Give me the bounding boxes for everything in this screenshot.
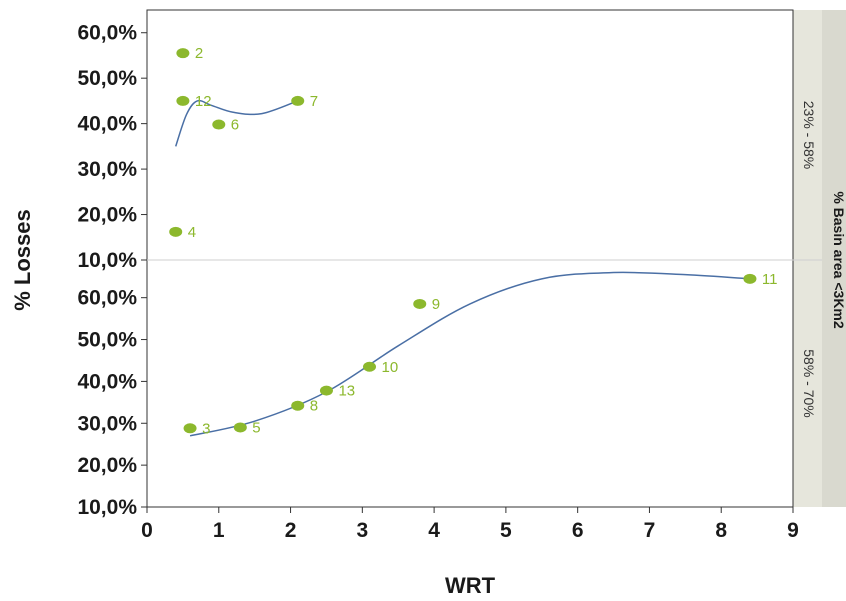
data-point-label: 8 (310, 398, 318, 415)
data-point-label: 12 (195, 93, 212, 110)
facet-title-strip (822, 10, 846, 507)
x-tick-label: 0 (141, 519, 153, 542)
y-tick-label: 50,0% (77, 329, 137, 352)
fit-curve (175, 99, 298, 147)
data-point (291, 95, 305, 106)
panel-background (147, 260, 793, 507)
x-tick-label: 8 (715, 519, 727, 542)
y-tick-label: 20,0% (77, 204, 137, 227)
panel-2: 58% - 70% 10,0% 20,0% 30,0% 40,0% 50,0% 60,0% 1… (77, 260, 822, 519)
data-point-label: 6 (231, 117, 239, 134)
data-point (413, 298, 427, 309)
data-point-label: 7 (310, 93, 318, 110)
data-point-label: 3 (202, 420, 210, 437)
x-tick-label: 6 (572, 519, 584, 542)
x-tick-label: 9 (787, 519, 799, 542)
plot-frame (146, 9, 794, 508)
x-tick-label: 5 (500, 519, 512, 542)
panel-strip-label: 58% - 70% (801, 349, 817, 417)
panel-strip-label: 23% - 58% (801, 101, 817, 169)
y-tick-label: 60,0% (77, 287, 137, 310)
data-point-label: 5 (252, 419, 260, 436)
y-tick-label: 30,0% (77, 412, 137, 435)
data-point (319, 385, 333, 396)
x-tick-label: 2 (285, 519, 297, 542)
data-point (233, 422, 247, 433)
y-tick-label: 10,0% (77, 249, 137, 272)
x-tick-label: 3 (356, 519, 368, 542)
data-point (291, 400, 305, 411)
x-tick-label: 4 (428, 519, 440, 542)
y-tick-label: 40,0% (77, 370, 137, 393)
data-point-label: 13 (338, 383, 355, 400)
panel-strip (793, 10, 822, 260)
data-point (176, 95, 190, 106)
x-axis-title: WRT (445, 573, 496, 598)
y-tick-label: 20,0% (77, 454, 137, 477)
fit-curve (189, 271, 750, 437)
panel-background (147, 10, 793, 260)
data-point (743, 273, 757, 284)
y-tick-label: 30,0% (77, 158, 137, 181)
data-point (176, 48, 190, 59)
panel-strip (793, 260, 822, 507)
data-point (183, 423, 197, 434)
y-tick-label: 40,0% (77, 113, 137, 136)
data-point (363, 361, 377, 372)
data-point-label: 10 (382, 359, 399, 376)
y-tick-label: 50,0% (77, 67, 137, 90)
y-tick-label: 10,0% (77, 496, 137, 519)
facet-title: % Basin area <3Km2 (831, 191, 846, 329)
data-point-label: 2 (195, 45, 203, 62)
y-tick-label: 60,0% (77, 22, 137, 45)
x-tick-label: 7 (644, 519, 656, 542)
data-point (212, 119, 226, 130)
data-point-label: 11 (762, 271, 778, 288)
y-axis-title: % Losses (10, 209, 35, 311)
data-point-label: 9 (432, 296, 440, 313)
data-point-label: 4 (188, 224, 196, 241)
data-point (169, 226, 183, 237)
panel-1: 23% - 58% 10,0% 20,0% 30,0% 40,0% 50,0% 60,0% 2… (77, 10, 822, 272)
x-tick-label: 1 (213, 519, 225, 542)
